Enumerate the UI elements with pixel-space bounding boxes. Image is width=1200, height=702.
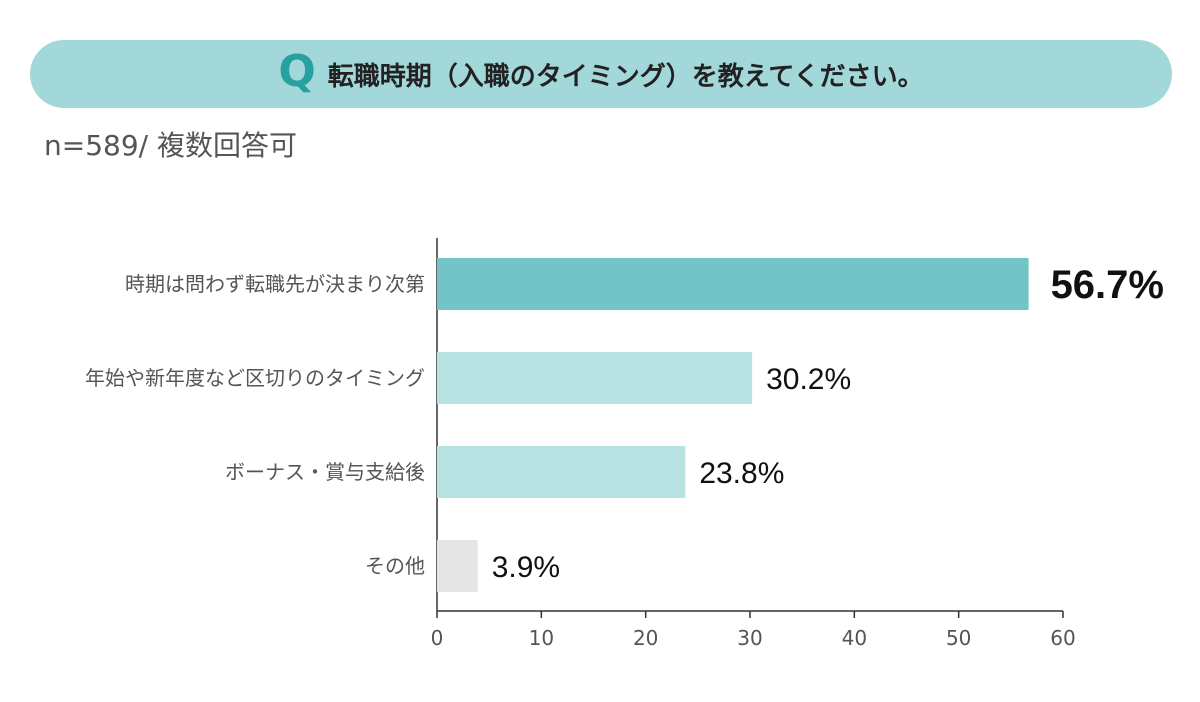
value-label: 3.9% <box>492 551 560 584</box>
category-label: 年始や新年度など区切りのタイミング <box>85 366 425 390</box>
value-label: 23.8% <box>699 457 784 490</box>
category-label: その他 <box>365 554 425 578</box>
sample-size-note: n=589/ 複数回答可 <box>44 129 297 162</box>
x-tick-label: 10 <box>529 626 554 650</box>
question-title: 転職時期（入職のタイミング）を教えてください。 <box>327 61 924 92</box>
bar <box>437 540 478 592</box>
bar <box>437 352 753 404</box>
x-tick-label: 30 <box>737 626 762 650</box>
bar <box>437 446 686 498</box>
x-tick-label: 50 <box>946 626 971 650</box>
value-label: 56.7% <box>1051 263 1164 307</box>
q-icon: Q <box>278 46 316 97</box>
category-label: ボーナス・賞与支給後 <box>225 460 425 484</box>
x-tick-label: 0 <box>431 626 444 650</box>
x-tick-label: 20 <box>633 626 658 650</box>
category-label: 時期は問わず転職先が決まり次第 <box>125 272 425 296</box>
question-header: Q 転職時期（入職のタイミング）を教えてください。 <box>30 40 1172 108</box>
value-label: 30.2% <box>766 363 851 396</box>
x-tick-label: 40 <box>842 626 867 650</box>
bar <box>437 258 1029 310</box>
x-tick-label: 60 <box>1050 626 1075 650</box>
